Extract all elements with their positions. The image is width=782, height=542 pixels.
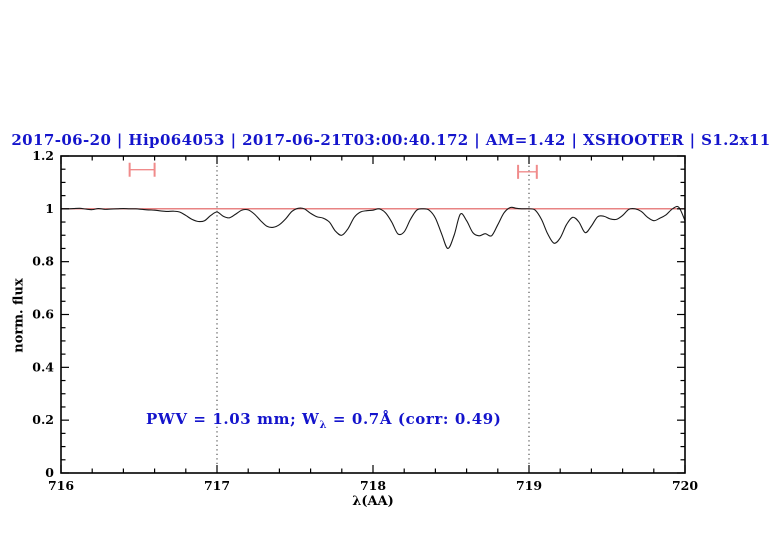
y-axis-label: norm. flux — [11, 278, 27, 353]
observed-spectrum — [60, 205, 686, 250]
x-tick-label: 720 — [672, 478, 698, 493]
pwv-annotation-sub: λ — [319, 420, 328, 431]
x-tick-label: 719 — [516, 478, 542, 493]
pwv-annotation-suffix: = 0.7Å (corr: 0.49) — [327, 410, 502, 428]
y-tick-label: 0.4 — [32, 359, 54, 374]
y-tick-label: 0.2 — [32, 412, 54, 427]
y-tick-label: 0.6 — [32, 307, 54, 322]
x-tick-label: 717 — [204, 478, 230, 493]
pwv-annotation: PWV = 1.03 mm; Wλ = 0.7Å (corr: 0.49) — [146, 410, 502, 431]
plot-title: 2017-06-20 | Hip064053 | 2017-06-21T03:0… — [11, 131, 771, 149]
y-tick-label: 1.2 — [32, 148, 54, 163]
y-tick-label: 0 — [45, 465, 54, 480]
x-tick-label: 716 — [48, 478, 74, 493]
x-tick-label: 718 — [360, 478, 386, 493]
x-axis-label: λ(AA) — [352, 494, 394, 509]
y-tick-label: 0.8 — [32, 254, 54, 269]
y-tick-label: 1 — [45, 201, 54, 216]
pwv-annotation-prefix: PWV = 1.03 mm; W — [146, 410, 320, 428]
